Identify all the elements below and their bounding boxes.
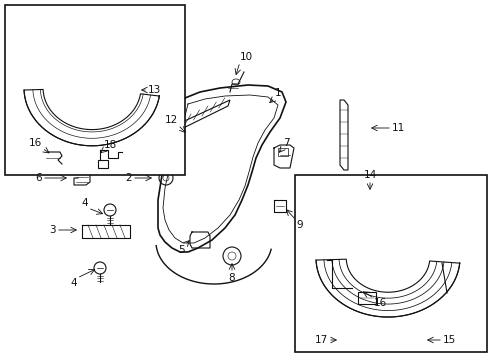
Text: 2: 2 bbox=[125, 173, 132, 183]
Text: 10: 10 bbox=[240, 52, 253, 62]
Text: 6: 6 bbox=[35, 173, 42, 183]
Text: 13: 13 bbox=[148, 85, 161, 95]
Text: 15: 15 bbox=[442, 335, 455, 345]
Bar bbox=[278, 148, 287, 156]
Text: 14: 14 bbox=[363, 170, 376, 180]
Bar bbox=[294, 175, 486, 352]
Bar bbox=[5, 5, 184, 175]
Polygon shape bbox=[160, 100, 229, 138]
Text: 16: 16 bbox=[373, 298, 386, 308]
Text: 3: 3 bbox=[49, 225, 56, 235]
Text: 8: 8 bbox=[228, 273, 235, 283]
Text: 12: 12 bbox=[164, 115, 178, 125]
Text: 17: 17 bbox=[314, 335, 327, 345]
Text: 1: 1 bbox=[274, 88, 281, 98]
Text: 4: 4 bbox=[70, 278, 77, 288]
Text: 4: 4 bbox=[81, 198, 88, 208]
Text: 9: 9 bbox=[295, 220, 302, 230]
Bar bbox=[357, 292, 375, 304]
Polygon shape bbox=[339, 100, 347, 170]
Text: 16: 16 bbox=[29, 138, 42, 148]
Text: 18: 18 bbox=[104, 140, 117, 150]
Bar bbox=[98, 160, 108, 168]
Text: 5: 5 bbox=[178, 245, 184, 255]
Text: 7: 7 bbox=[283, 138, 289, 148]
Text: 11: 11 bbox=[391, 123, 405, 133]
